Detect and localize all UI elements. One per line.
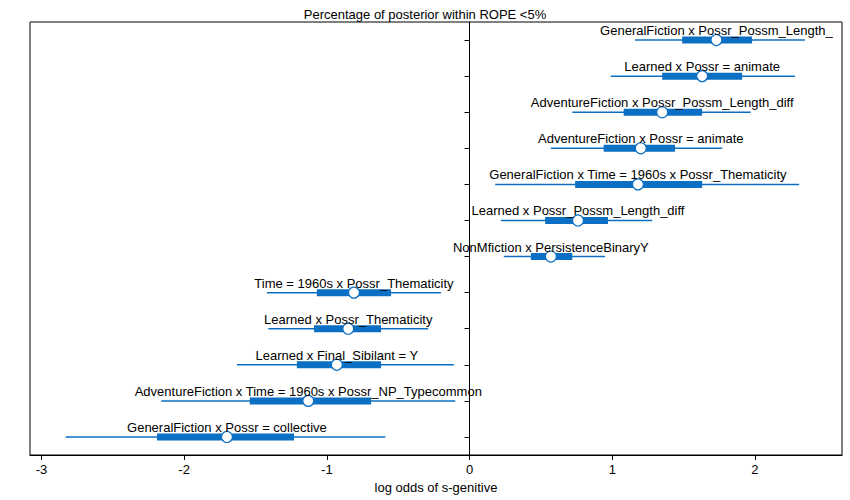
svg-text:Learned x Possr = animate: Learned x Possr = animate [624,59,780,74]
svg-text:-1: -1 [321,462,333,477]
svg-text:log odds of s-genitive: log odds of s-genitive [375,480,498,495]
svg-text:Percentage of posterior within: Percentage of posterior within ROPE <5% [304,7,547,22]
svg-text:2: 2 [751,462,758,477]
svg-text:-2: -2 [178,462,190,477]
svg-text:NonMfiction x PersistenceBinar: NonMfiction x PersistenceBinaryY [453,240,649,255]
svg-text:Learned x Possr_Thematicity: Learned x Possr_Thematicity [264,312,433,327]
svg-text:Learned x Possr_Possm_Length_d: Learned x Possr_Possm_Length_diff [472,203,685,218]
svg-text:AdventureFiction x Time = 1960: AdventureFiction x Time = 1960s x Possr_… [135,384,482,399]
svg-text:AdventureFiction x Possr_Possm: AdventureFiction x Possr_Possm_Length_di… [531,95,794,110]
svg-text:AdventureFiction x Possr = ani: AdventureFiction x Possr = animate [538,131,744,146]
svg-text:GeneralFiction x Possr_Possm_L: GeneralFiction x Possr_Possm_Length_ [600,23,833,38]
svg-text:1: 1 [609,462,616,477]
svg-text:Time = 1960s x Possr_Thematici: Time = 1960s x Possr_Thematicity [254,276,454,291]
svg-text:-3: -3 [36,462,48,477]
svg-text:Learned x Final_Sibilant = Y: Learned x Final_Sibilant = Y [255,348,418,363]
svg-text:0: 0 [466,462,473,477]
svg-text:GeneralFiction x Possr = colle: GeneralFiction x Possr = collective [127,420,327,435]
svg-text:GeneralFiction x Time = 1960s: GeneralFiction x Time = 1960s x Possr_Th… [489,167,787,182]
